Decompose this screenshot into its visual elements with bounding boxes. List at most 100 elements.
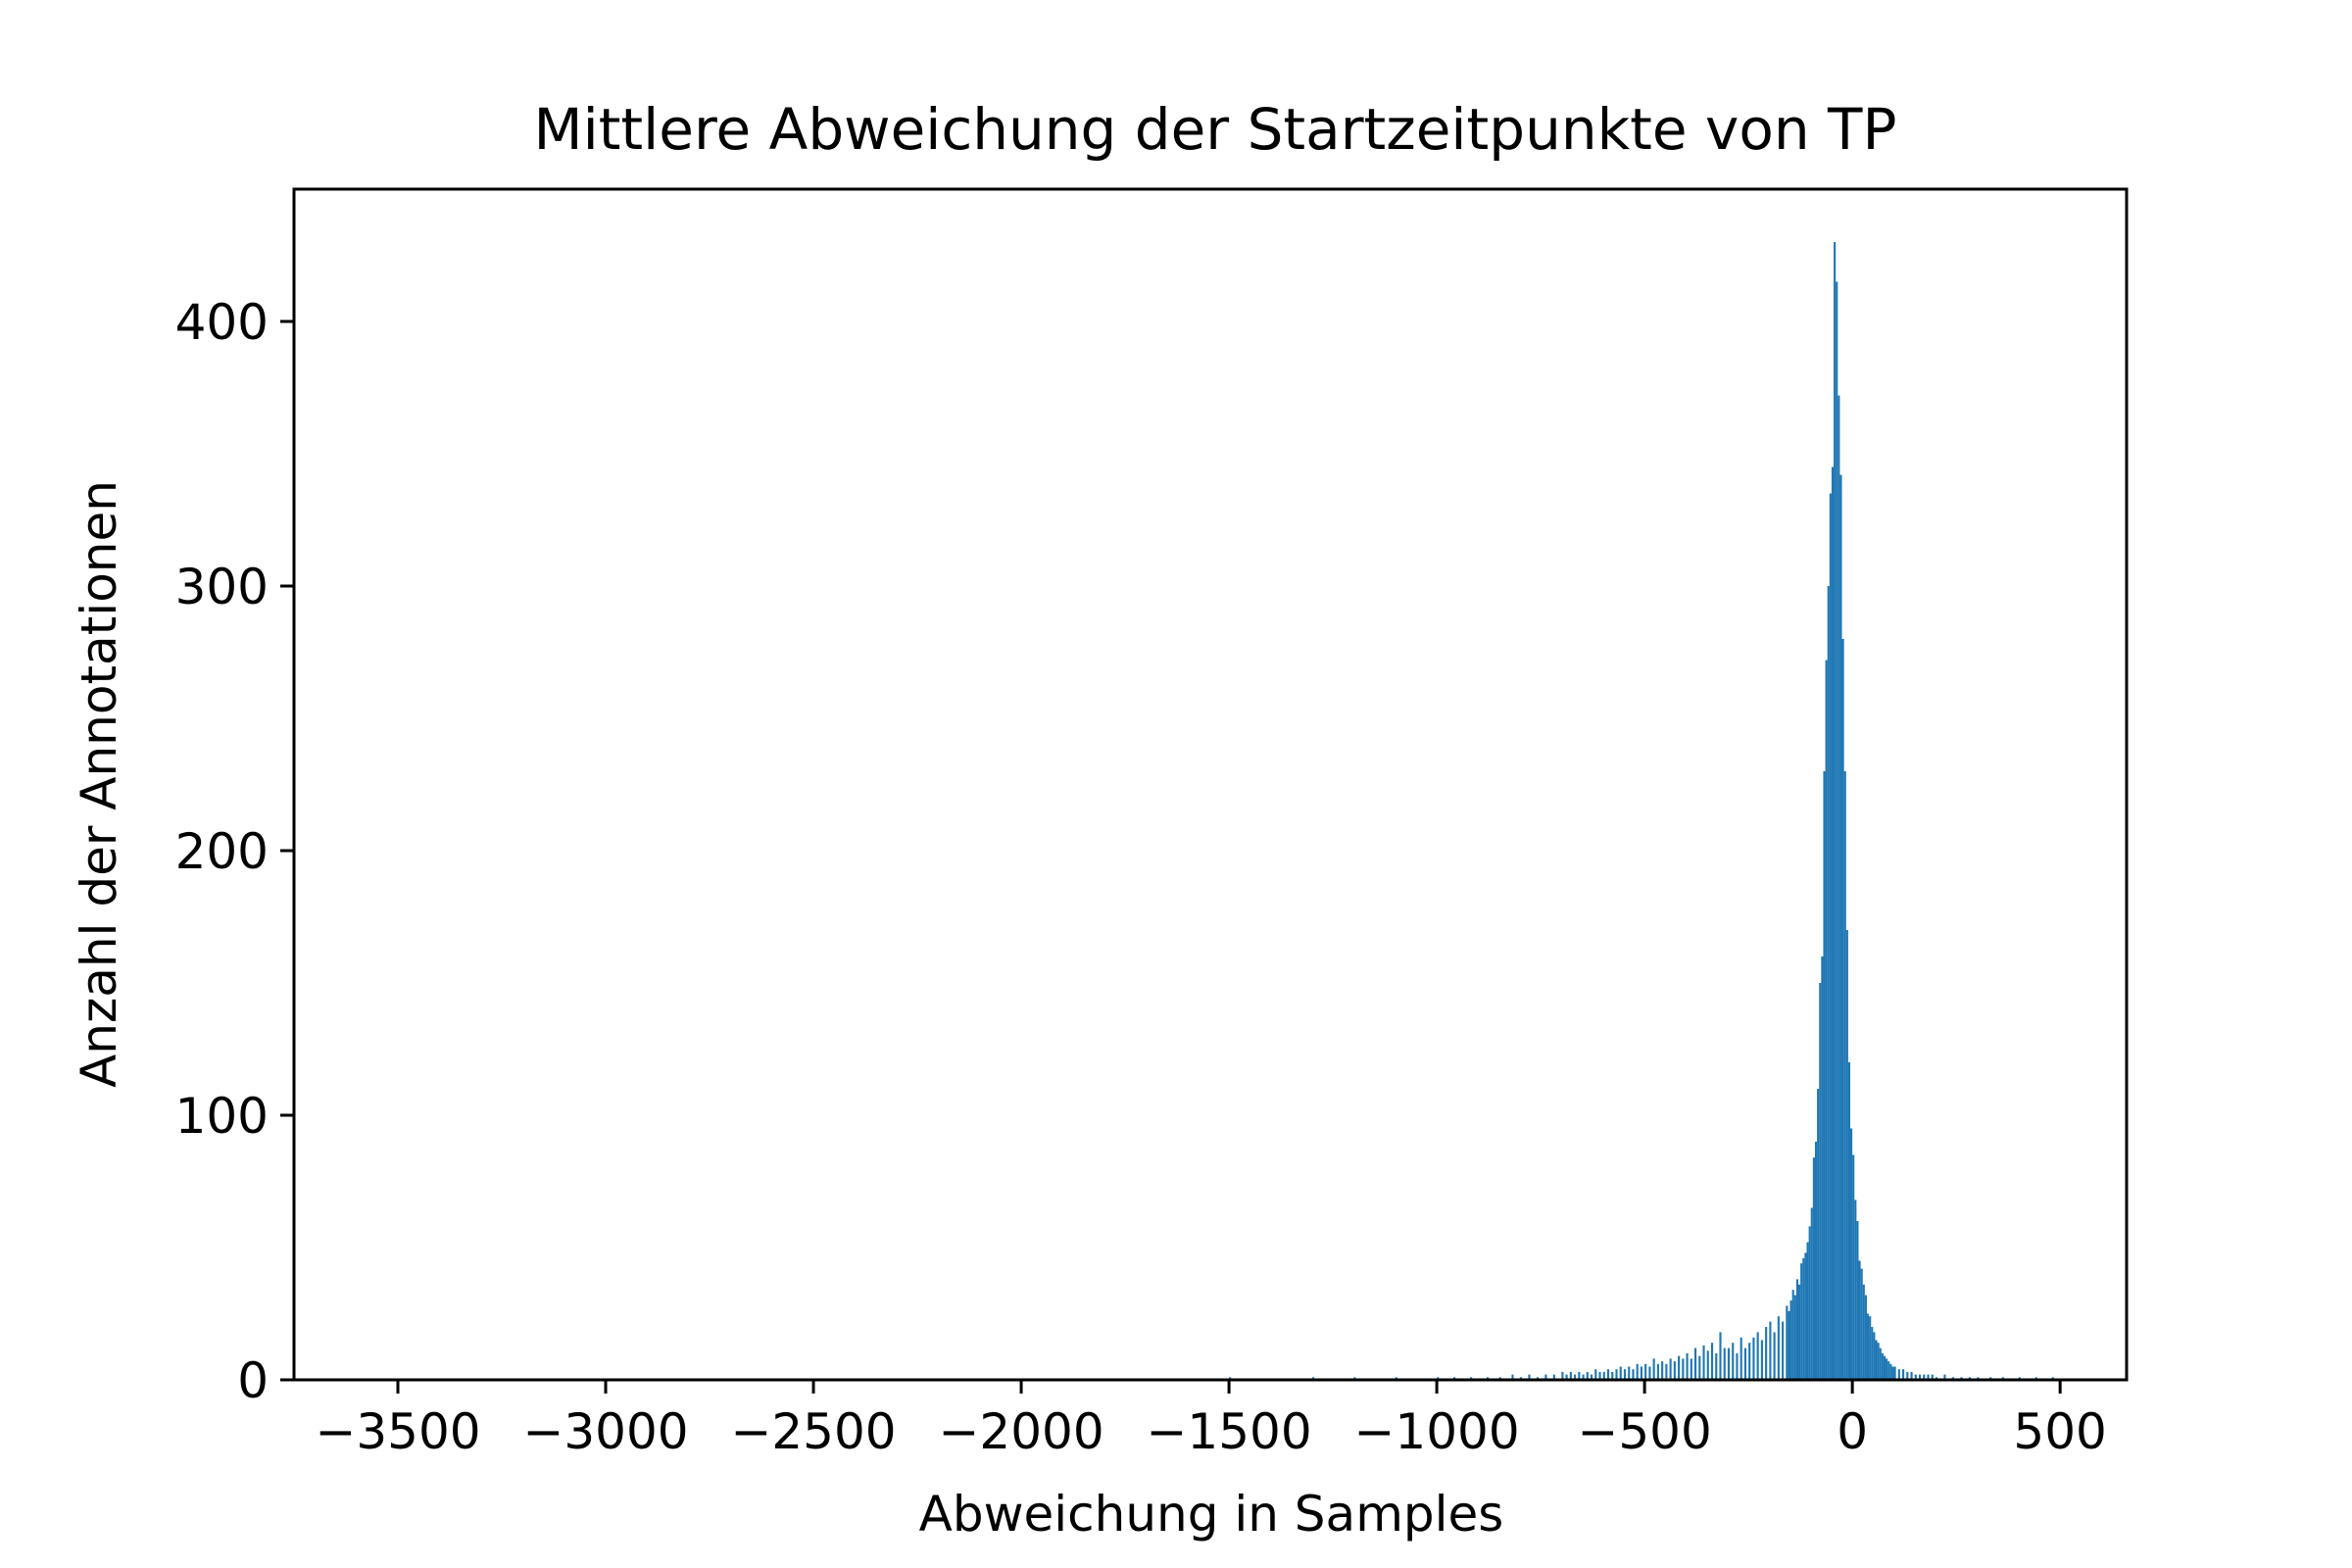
histogram-bar xyxy=(1732,1343,1735,1380)
histogram-bar xyxy=(1798,1284,1801,1380)
histogram-bar xyxy=(1800,1263,1803,1380)
histogram-bar xyxy=(1682,1358,1685,1380)
histogram-bar xyxy=(1615,1369,1618,1380)
histogram-bar xyxy=(1636,1363,1639,1380)
x-tick-label: −3500 xyxy=(315,1403,480,1460)
histogram-bar xyxy=(1821,956,1824,1380)
histogram-bar xyxy=(1736,1353,1739,1380)
histogram-bar xyxy=(1656,1363,1659,1380)
histogram-bar xyxy=(1632,1369,1635,1380)
histogram-bar xyxy=(1897,1369,1900,1380)
histogram-bar xyxy=(1810,1207,1813,1380)
histogram-bar xyxy=(1914,1374,1917,1380)
histogram-bar xyxy=(1854,1200,1857,1380)
histogram-bar xyxy=(1565,1374,1568,1380)
histogram-bar xyxy=(1871,1327,1874,1380)
x-tick-label: −2500 xyxy=(730,1403,896,1460)
histogram-bar xyxy=(1694,1348,1697,1380)
histogram-bar xyxy=(1698,1355,1701,1380)
histogram-bar xyxy=(1883,1355,1886,1380)
histogram-bar xyxy=(1715,1353,1718,1380)
histogram-bar xyxy=(1875,1340,1878,1380)
histogram-bar xyxy=(1827,586,1830,1380)
histogram-bar xyxy=(1862,1284,1865,1380)
histogram-bar xyxy=(1802,1257,1805,1380)
histogram-bar xyxy=(1788,1310,1790,1380)
histogram-bar xyxy=(1927,1374,1930,1380)
histogram-bar xyxy=(1864,1295,1867,1380)
plot-frame xyxy=(292,187,2129,1382)
histogram-bar xyxy=(1789,1300,1792,1380)
histogram-bar xyxy=(1886,1358,1888,1380)
histogram-bar xyxy=(1619,1366,1622,1380)
histogram-bar xyxy=(1858,1260,1861,1380)
histogram-bar xyxy=(1850,1128,1853,1380)
x-tick-label: 0 xyxy=(1837,1403,1868,1460)
histogram-bar xyxy=(1665,1363,1668,1380)
histogram-bar xyxy=(1923,1374,1926,1380)
histogram-bar xyxy=(1669,1358,1672,1380)
histogram-bar xyxy=(1743,1348,1747,1380)
histogram-bar xyxy=(1847,1062,1851,1380)
histogram-bar xyxy=(1829,493,1832,1380)
x-tick-label: −2000 xyxy=(938,1403,1103,1460)
histogram-bar xyxy=(1748,1343,1751,1380)
histogram-bar xyxy=(1782,1321,1785,1380)
histogram-bar xyxy=(1881,1353,1884,1380)
histogram-bar xyxy=(1823,771,1826,1380)
histogram-bar xyxy=(1661,1361,1664,1380)
histogram-bar xyxy=(1769,1321,1772,1380)
histogram-bar xyxy=(1806,1242,1809,1380)
histogram-bar xyxy=(1740,1337,1742,1380)
histogram-bar xyxy=(1582,1374,1585,1380)
histogram-bar xyxy=(1569,1371,1572,1380)
histogram-bar xyxy=(1852,1154,1855,1380)
histogram-bar xyxy=(1866,1313,1870,1380)
histogram-bar xyxy=(1856,1221,1859,1380)
histogram-bar xyxy=(1841,639,1844,1380)
histogram-bar xyxy=(1765,1327,1768,1380)
histogram-bar xyxy=(1910,1371,1913,1380)
chart-title: Mittlere Abweichung der Startzeitpunkte … xyxy=(534,96,1897,163)
y-tick-label: 200 xyxy=(175,823,269,880)
histogram-bar xyxy=(1644,1363,1647,1380)
histogram-bar xyxy=(1834,242,1837,1380)
histogram-bar xyxy=(1756,1332,1759,1380)
histogram-bar xyxy=(1648,1366,1651,1380)
histogram-bar xyxy=(1943,1374,1946,1380)
histogram-bar xyxy=(1727,1348,1731,1380)
histogram-bar xyxy=(1814,1142,1818,1380)
histogram-bar xyxy=(1860,1268,1863,1380)
histogram-bar xyxy=(1511,1374,1514,1380)
histogram-bar xyxy=(1594,1369,1597,1380)
histogram-bar xyxy=(1606,1369,1610,1380)
histogram-bar xyxy=(1528,1374,1531,1380)
histogram-bar xyxy=(1702,1345,1705,1380)
x-tick-label: −500 xyxy=(1577,1403,1711,1460)
histogram-bar xyxy=(1773,1332,1776,1380)
histogram-bar xyxy=(1611,1371,1614,1380)
histogram-bar xyxy=(1873,1332,1876,1380)
histogram-bar xyxy=(1877,1343,1880,1380)
histogram-bar xyxy=(1843,771,1846,1380)
histogram-bar xyxy=(1602,1371,1605,1380)
histogram-bar xyxy=(1812,1157,1815,1380)
histogram-bar xyxy=(1623,1369,1627,1380)
x-tick-label: −3000 xyxy=(522,1403,688,1460)
histogram-bar xyxy=(1786,1305,1788,1380)
histogram-bar xyxy=(1808,1226,1811,1380)
histogram-bar xyxy=(1889,1363,1892,1380)
histogram-bar xyxy=(1791,1290,1794,1380)
x-tick-label: −1500 xyxy=(1147,1403,1312,1460)
x-tick-label: −1000 xyxy=(1354,1403,1520,1460)
histogram-bar xyxy=(1906,1371,1909,1380)
histogram-bar xyxy=(1690,1358,1692,1380)
x-axis-label: Abweichung in Samples xyxy=(919,1486,1504,1543)
x-tick-label: 500 xyxy=(2013,1403,2106,1460)
y-tick-label: 100 xyxy=(175,1088,269,1145)
histogram-bar xyxy=(1845,930,1848,1380)
histogram-bar xyxy=(1819,983,1822,1380)
histogram-bar xyxy=(1869,1316,1872,1380)
histogram-bar xyxy=(1902,1369,1905,1380)
